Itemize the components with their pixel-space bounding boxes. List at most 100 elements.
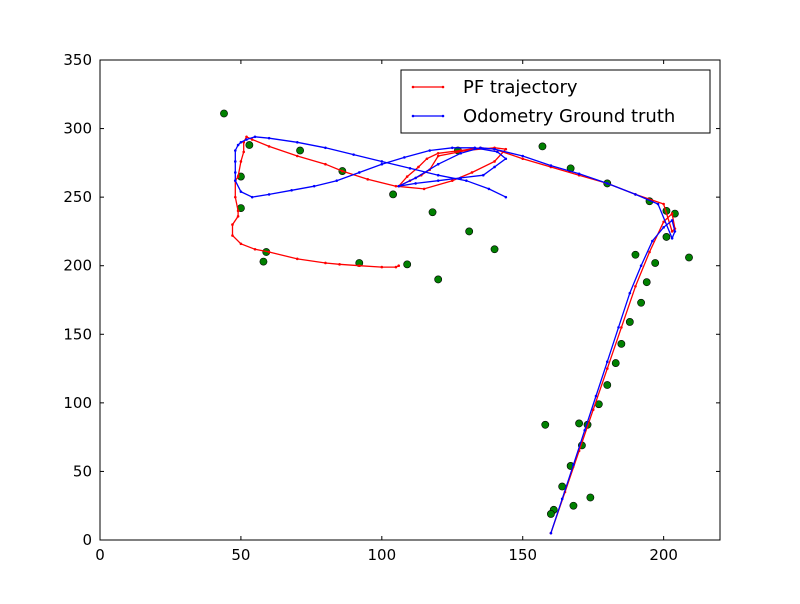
- landmark-point: [575, 419, 583, 428]
- landmark-point: [428, 208, 437, 217]
- series-point: [479, 146, 482, 150]
- series-point: [617, 326, 620, 329]
- series-point: [428, 149, 432, 152]
- series-point: [312, 184, 316, 188]
- series-point: [231, 223, 234, 226]
- landmark-point: [603, 381, 612, 389]
- series-point: [594, 394, 598, 398]
- series-point: [628, 291, 632, 295]
- series-point: [662, 202, 665, 206]
- y-tick-label: 300: [63, 120, 92, 138]
- x-axis-ticks: 0 50 100 150 200: [95, 60, 678, 564]
- series-point: [591, 408, 595, 412]
- series-point: [239, 160, 243, 163]
- series-point: [380, 265, 384, 269]
- legend-swatch-marker: [441, 85, 445, 89]
- series-point: [673, 230, 677, 233]
- legend-swatch-marker: [411, 85, 415, 89]
- x-tick-label: 100: [367, 546, 396, 564]
- series-point: [496, 150, 499, 154]
- series-point: [233, 149, 237, 152]
- series-point: [233, 160, 237, 163]
- legend-label: Odometry Ground truth: [463, 106, 675, 127]
- series-point: [366, 178, 370, 181]
- series-point: [352, 153, 355, 156]
- landmark-points: [220, 109, 693, 518]
- x-tick-label: 50: [231, 546, 250, 564]
- series-point: [236, 175, 240, 178]
- plot-area-frame: [99, 59, 721, 541]
- series-point: [493, 165, 496, 169]
- series-point: [250, 195, 254, 199]
- landmark-point: [558, 482, 567, 491]
- series-point: [267, 136, 271, 140]
- series-point: [549, 531, 553, 535]
- series-point: [670, 219, 674, 222]
- y-tick-label: 250: [63, 188, 92, 206]
- series-point: [231, 234, 234, 237]
- series-point: [403, 156, 406, 159]
- series-point: [233, 179, 237, 182]
- series-point: [295, 154, 299, 158]
- series-point: [465, 179, 468, 182]
- series-point: [436, 173, 440, 177]
- landmark-point: [389, 190, 397, 199]
- series-point: [290, 188, 293, 192]
- series-point: [267, 145, 271, 148]
- series-point: [236, 209, 240, 213]
- series-point: [425, 157, 429, 161]
- series-point: [670, 230, 674, 233]
- series-point: [357, 171, 361, 174]
- series-point: [504, 157, 508, 161]
- series-point: [253, 247, 257, 251]
- legend-box: [400, 69, 711, 134]
- series-point: [639, 264, 643, 268]
- legend: PF trajectory Odometry Ground truth: [400, 69, 711, 134]
- series-point: [605, 360, 609, 364]
- series-point: [670, 212, 674, 215]
- landmark-point: [651, 259, 660, 267]
- series-lines: [231, 135, 677, 535]
- series-point: [239, 242, 243, 246]
- series-point: [422, 187, 426, 191]
- series-point: [436, 179, 440, 182]
- series-line-odometry-ground-truth: [234, 136, 676, 534]
- series-point: [233, 171, 237, 174]
- series-point: [267, 193, 271, 196]
- landmark-point: [465, 227, 474, 236]
- series-point: [324, 146, 327, 150]
- series-point: [253, 135, 257, 139]
- landmark-point: [685, 253, 693, 262]
- landmark-point: [617, 339, 626, 348]
- series-line-pf-trajectory: [231, 135, 676, 534]
- series-point: [459, 149, 463, 152]
- legend-swatch-marker: [441, 114, 445, 118]
- series-point: [473, 146, 477, 150]
- series-point: [487, 187, 491, 191]
- series-point: [295, 140, 299, 144]
- landmark-point: [586, 493, 595, 502]
- series-point: [634, 284, 637, 288]
- series-point: [335, 179, 339, 182]
- series-point: [239, 190, 243, 193]
- series-point: [450, 146, 454, 150]
- series-point: [397, 264, 401, 268]
- landmark-point: [662, 233, 671, 241]
- series-point: [605, 182, 609, 185]
- landmark-point: [541, 420, 550, 429]
- series-point: [357, 264, 361, 268]
- series-point: [239, 140, 243, 144]
- landmark-point: [637, 298, 645, 307]
- y-tick-label: 150: [63, 325, 92, 343]
- landmark-point: [259, 257, 268, 266]
- series-point: [450, 179, 454, 182]
- landmark-point: [569, 501, 578, 510]
- y-tick-label: 350: [63, 51, 92, 69]
- series-point: [397, 184, 401, 188]
- landmark-point: [434, 275, 443, 284]
- series-point: [656, 202, 660, 206]
- landmark-point: [625, 318, 634, 326]
- series-point: [670, 236, 674, 240]
